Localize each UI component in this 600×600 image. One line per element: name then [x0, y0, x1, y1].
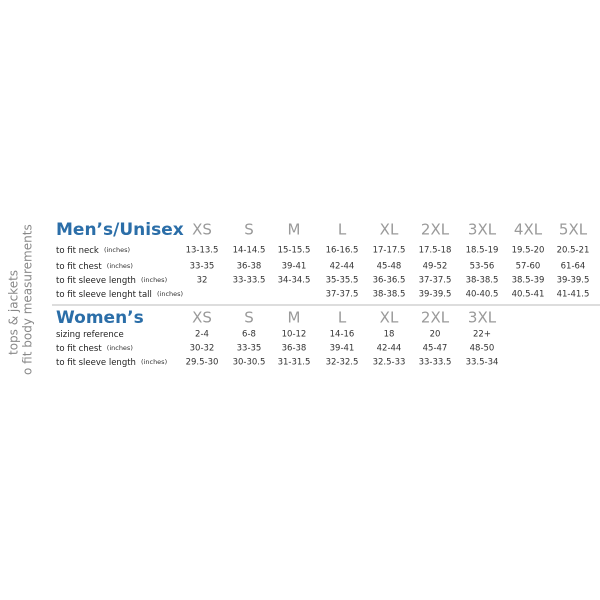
row-label: to fit sleeve lenght tall (inches) — [56, 284, 183, 303]
cell: 33-35 — [237, 344, 262, 354]
row-label-text: to fit chest — [56, 344, 102, 354]
cell: 39-41 — [330, 344, 355, 354]
cell: 41-41.5 — [557, 290, 590, 300]
row-label: to fit neck (inches) — [56, 240, 130, 259]
cell: 45-48 — [377, 262, 402, 272]
size-header: 2XL — [421, 221, 450, 239]
cell: 38-38.5 — [466, 276, 499, 286]
cell: 18.5-19 — [466, 246, 499, 256]
cell: 61-64 — [561, 262, 586, 272]
cell: 30-32 — [190, 344, 215, 354]
cell: 19.5-20 — [512, 246, 545, 256]
cell: 36-36.5 — [373, 276, 406, 286]
cell: 36-38 — [237, 262, 262, 272]
cell: 33-35 — [190, 262, 215, 272]
side-caption: tops & jackets — [7, 270, 21, 355]
section-title: Women’s — [56, 308, 144, 328]
row-label: to fit chest (inches) — [56, 256, 133, 275]
cell: 35-35.5 — [326, 276, 359, 286]
cell: 38.5-39 — [512, 276, 545, 286]
cell: 13-13.5 — [186, 246, 219, 256]
size-header: XL — [380, 221, 399, 239]
row-label-text: to fit sleeve length — [56, 276, 136, 286]
cell: 39-39.5 — [419, 290, 452, 300]
cell: 39-39.5 — [557, 276, 590, 286]
cell: 57-60 — [516, 262, 541, 272]
size-header: M — [288, 309, 301, 327]
cell: 32-32.5 — [326, 358, 359, 368]
row-label-text: to fit neck — [56, 246, 99, 256]
row-label-text: to fit chest — [56, 262, 102, 272]
size-header: 3XL — [468, 221, 497, 239]
cell: 40-40.5 — [466, 290, 499, 300]
row-unit: (inches) — [157, 290, 183, 298]
size-header: 3XL — [468, 309, 497, 327]
size-header: 5XL — [559, 221, 588, 239]
size-header: S — [244, 309, 254, 327]
row-label: to fit sleeve length (inches) — [56, 270, 167, 289]
cell: 17-17.5 — [373, 246, 406, 256]
size-header: XS — [192, 221, 212, 239]
cell: 6-8 — [242, 330, 256, 340]
cell: 30-30.5 — [233, 358, 266, 368]
cell: 37-37.5 — [326, 290, 359, 300]
row-label: to fit sleeve length (inches) — [56, 352, 167, 371]
cell: 18 — [384, 330, 395, 340]
size-header: L — [338, 309, 347, 327]
size-header: M — [288, 221, 301, 239]
cell: 17.5-18 — [419, 246, 452, 256]
row-unit: (inches) — [104, 246, 130, 254]
size-header: 4XL — [514, 221, 543, 239]
cell: 34-34.5 — [278, 276, 311, 286]
cell: 22+ — [473, 330, 491, 340]
cell: 37-37.5 — [419, 276, 452, 286]
cell: 2-4 — [195, 330, 209, 340]
row-label-text: to fit sleeve lenght tall — [56, 290, 152, 300]
cell: 48-50 — [470, 344, 495, 354]
cell: 20 — [430, 330, 441, 340]
cell: 49-52 — [423, 262, 448, 272]
size-header: S — [244, 221, 254, 239]
size-header: XS — [192, 309, 212, 327]
cell: 32 — [197, 276, 208, 286]
cell: 33.5-34 — [466, 358, 499, 368]
cell: 15-15.5 — [278, 246, 311, 256]
row-label: to fit chest (inches) — [56, 338, 133, 357]
row-unit: (inches) — [141, 276, 167, 284]
cell: 14-14.5 — [233, 246, 266, 256]
cell: 38-38.5 — [373, 290, 406, 300]
size-header: L — [338, 221, 347, 239]
cell: 16-16.5 — [326, 246, 359, 256]
cell: 29.5-30 — [186, 358, 219, 368]
cell: 45-47 — [423, 344, 448, 354]
row-label-text: to fit sleeve length — [56, 358, 136, 368]
cell: 39-41 — [282, 262, 307, 272]
side-caption: o fit body measurements — [21, 224, 35, 375]
cell: 32.5-33 — [373, 358, 406, 368]
row-label: sizing reference — [56, 330, 124, 340]
size-header: XL — [380, 309, 399, 327]
row-unit: (inches) — [141, 358, 167, 366]
cell: 10-12 — [282, 330, 307, 340]
cell: 42-44 — [377, 344, 402, 354]
cell: 40.5-41 — [512, 290, 545, 300]
row-label-text: sizing reference — [56, 330, 124, 340]
cell: 53-56 — [470, 262, 495, 272]
cell: 33-33.5 — [419, 358, 452, 368]
size-header: 2XL — [421, 309, 450, 327]
row-unit: (inches) — [107, 262, 133, 270]
cell: 31-31.5 — [278, 358, 311, 368]
row-unit: (inches) — [107, 344, 133, 352]
cell: 42-44 — [330, 262, 355, 272]
cell: 36-38 — [282, 344, 307, 354]
cell: 20.5-21 — [557, 246, 590, 256]
cell: 14-16 — [330, 330, 355, 340]
cell: 33-33.5 — [233, 276, 266, 286]
section-title: Men’s/Unisex — [56, 220, 184, 240]
